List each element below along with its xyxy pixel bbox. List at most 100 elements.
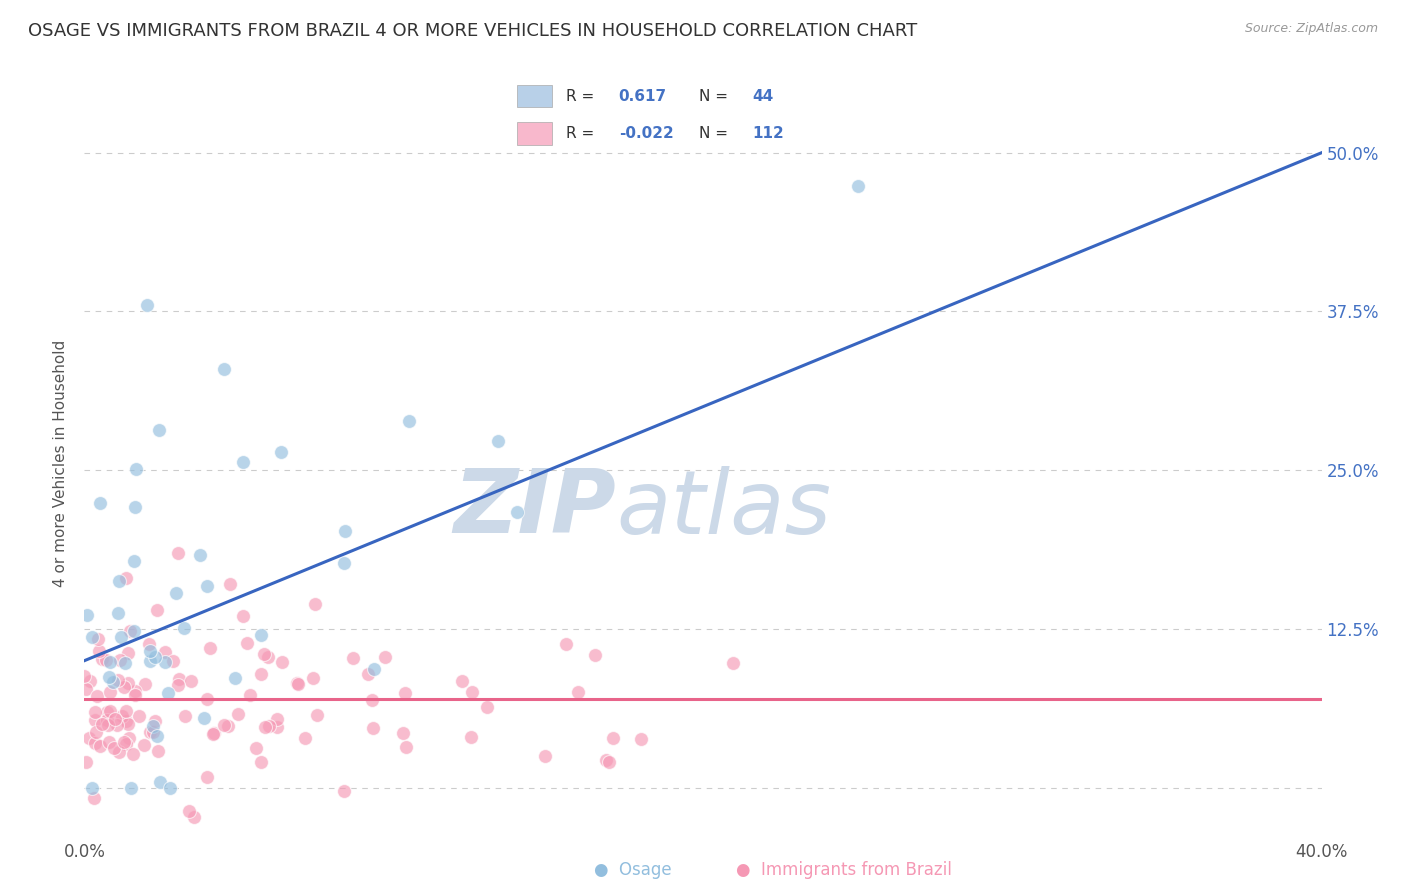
Point — [146, 729, 169, 743]
Point — [87, 644, 110, 658]
Point — [392, 726, 415, 740]
Point — [103, 741, 125, 756]
Text: ●  Immigrants from Brazil: ● Immigrants from Brazil — [735, 861, 952, 879]
Point — [117, 676, 139, 690]
Point — [394, 686, 416, 700]
Text: OSAGE VS IMMIGRANTS FROM BRAZIL 4 OR MORE VEHICLES IN HOUSEHOLD CORRELATION CHAR: OSAGE VS IMMIGRANTS FROM BRAZIL 4 OR MOR… — [28, 22, 917, 40]
Point — [257, 650, 280, 665]
Point — [120, 624, 142, 639]
Point — [122, 624, 145, 638]
Point — [253, 720, 276, 734]
Point — [218, 577, 240, 591]
Point — [173, 621, 195, 635]
Point — [117, 717, 139, 731]
Point — [166, 678, 188, 692]
Point — [146, 743, 169, 757]
Point — [197, 579, 219, 593]
Point — [153, 645, 176, 659]
Point — [239, 688, 262, 702]
Point — [249, 755, 271, 769]
Point — [342, 650, 364, 665]
Point — [567, 684, 589, 698]
Point — [201, 727, 224, 741]
Point — [142, 725, 165, 739]
Point — [195, 770, 218, 784]
Point — [304, 597, 326, 611]
Point — [138, 655, 160, 669]
Point — [75, 682, 97, 697]
Point — [217, 719, 239, 733]
Point — [212, 361, 235, 376]
Point — [115, 737, 138, 751]
Point — [249, 666, 271, 681]
Point — [395, 740, 418, 755]
Point — [302, 671, 325, 685]
Point — [110, 630, 132, 644]
Point — [118, 731, 141, 745]
Point — [143, 650, 166, 665]
Point — [232, 455, 254, 469]
Point — [132, 738, 155, 752]
Point — [128, 709, 150, 723]
Point — [356, 666, 378, 681]
Point — [723, 657, 745, 671]
Point — [271, 656, 294, 670]
Point — [595, 753, 617, 767]
Point — [135, 298, 157, 312]
Point — [143, 714, 166, 728]
Point — [846, 179, 869, 194]
Point — [214, 718, 236, 732]
Point — [598, 755, 620, 769]
Point — [475, 700, 498, 714]
Point — [602, 731, 624, 745]
Point — [98, 704, 121, 718]
Point — [117, 646, 139, 660]
Point — [142, 719, 165, 733]
Point — [83, 790, 105, 805]
Text: -0.022: -0.022 — [619, 127, 673, 141]
Point — [94, 653, 117, 667]
Point — [285, 676, 308, 690]
Text: 44: 44 — [752, 89, 773, 103]
Point — [236, 636, 259, 650]
Point — [162, 654, 184, 668]
Point — [105, 718, 128, 732]
Point — [115, 571, 138, 585]
Point — [245, 740, 267, 755]
Point — [183, 810, 205, 824]
Text: R =: R = — [565, 89, 595, 103]
Point — [82, 780, 104, 795]
Point — [90, 652, 112, 666]
Point — [145, 603, 167, 617]
Point — [252, 647, 274, 661]
Point — [226, 706, 249, 721]
Text: 0.617: 0.617 — [619, 89, 666, 103]
Point — [114, 656, 136, 670]
Point — [84, 724, 107, 739]
Point — [124, 688, 146, 702]
Point — [204, 725, 226, 739]
Point — [333, 524, 356, 539]
Text: ZIP: ZIP — [454, 466, 616, 552]
Point — [332, 784, 354, 798]
Point — [195, 691, 218, 706]
Point — [84, 705, 107, 719]
Text: atlas: atlas — [616, 466, 831, 552]
Point — [180, 674, 202, 689]
Text: R =: R = — [565, 127, 595, 141]
Point — [361, 693, 384, 707]
Point — [224, 671, 246, 685]
Point — [149, 774, 172, 789]
Point — [374, 649, 396, 664]
Point — [89, 496, 111, 510]
Point — [165, 586, 187, 600]
Point — [98, 670, 121, 684]
Point — [115, 714, 138, 728]
Point — [89, 739, 111, 754]
Point — [305, 708, 328, 723]
Point — [333, 556, 356, 570]
Point — [91, 717, 114, 731]
Point — [104, 712, 127, 726]
Text: Source: ZipAtlas.com: Source: ZipAtlas.com — [1244, 22, 1378, 36]
Point — [75, 755, 97, 769]
